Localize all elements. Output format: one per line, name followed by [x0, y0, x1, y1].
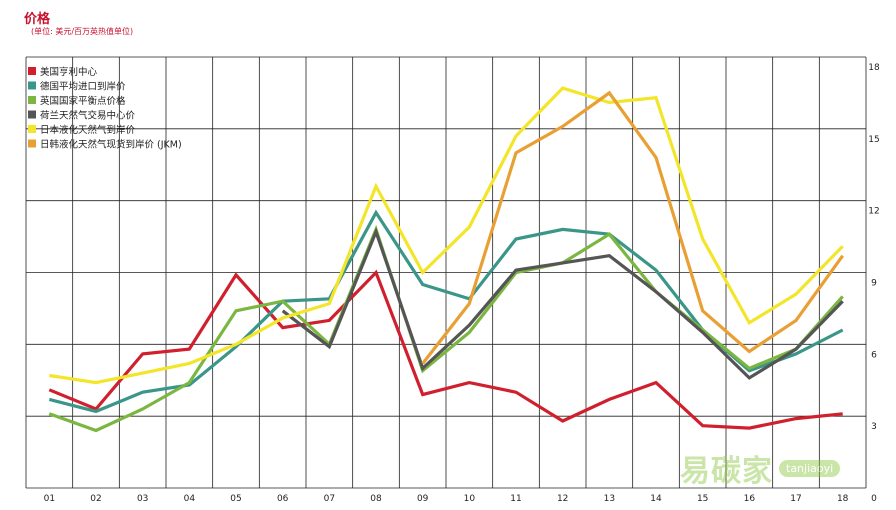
legend-label: 美国亨利中心 — [40, 66, 98, 78]
legend-swatch — [28, 139, 36, 148]
x-tick-label: 10 — [464, 494, 476, 504]
legend-label: 日韩液化天然气现货到岸价 (JKM) — [40, 139, 182, 151]
y-tick-label: 18 — [868, 63, 880, 73]
chart-subtitle: (单位: 美元/百万英热值单位) — [31, 27, 134, 36]
legend-swatch — [28, 81, 36, 90]
x-tick-label: 06 — [277, 494, 289, 504]
y-tick-label: 0 — [871, 494, 877, 504]
y-tick-label: 3 — [871, 422, 877, 432]
x-tick-label: 08 — [370, 494, 382, 504]
legend-swatch — [28, 125, 36, 133]
x-tick-label: 01 — [44, 494, 55, 504]
series-line-3 — [281, 227, 844, 380]
legend-label: 荷兰天然气交易中心价 — [40, 110, 136, 122]
legend: 美国亨利中心德国平均进口到岸价英国国家平衡点价格荷兰天然气交易中心价日本液化天然… — [28, 66, 182, 151]
x-tick-label: 17 — [790, 494, 801, 504]
x-tick-label: 02 — [90, 494, 101, 504]
y-tick-label: 12 — [868, 207, 879, 217]
y-tick-label: 15 — [868, 135, 879, 145]
x-tick-label: 04 — [184, 494, 196, 504]
legend-label: 日本液化天然气到岸价 — [40, 124, 136, 136]
legend-swatch — [28, 110, 36, 119]
x-tick-label: 03 — [137, 494, 148, 504]
x-tick-label: 15 — [697, 494, 708, 504]
x-tick-label: 14 — [650, 494, 662, 504]
legend-label: 英国国家平衡点价格 — [40, 95, 126, 107]
series-layer — [48, 86, 844, 433]
legend-label: 德国平均进口到岸价 — [40, 81, 126, 93]
series-line-5 — [421, 90, 844, 365]
y-tick-label: 9 — [871, 279, 877, 289]
watermark-badge: tanjiaoyi — [779, 459, 841, 477]
x-tick-label: 16 — [744, 494, 756, 504]
y-axis-ticks: 0 3 6 9 12 15 18 — [868, 63, 880, 504]
chart-title: 价格 — [24, 12, 51, 27]
series-line-0 — [48, 269, 843, 430]
watermark-text: 易碳家 — [680, 454, 773, 489]
x-tick-label: 07 — [324, 494, 335, 504]
series-line-4 — [49, 86, 844, 385]
x-tick-label: 09 — [417, 494, 429, 504]
legend-swatch — [28, 96, 36, 104]
x-tick-label: 11 — [510, 494, 521, 504]
y-tick-label: 6 — [871, 350, 877, 360]
legend-swatch — [28, 67, 36, 75]
x-axis-ticks: 01 02 03 04 05 06 07 08 09 10 11 12 13 14 15 16 17 18 — [44, 494, 849, 504]
series-line-2 — [48, 224, 844, 433]
x-tick-label: 18 — [837, 494, 849, 504]
x-tick-label: 13 — [604, 494, 615, 504]
x-tick-label: 12 — [557, 494, 568, 504]
x-tick-label: 05 — [230, 494, 241, 504]
watermark-logo: 易碳家 tanjiaoyi — [680, 446, 841, 490]
grid-layer — [25, 56, 867, 489]
